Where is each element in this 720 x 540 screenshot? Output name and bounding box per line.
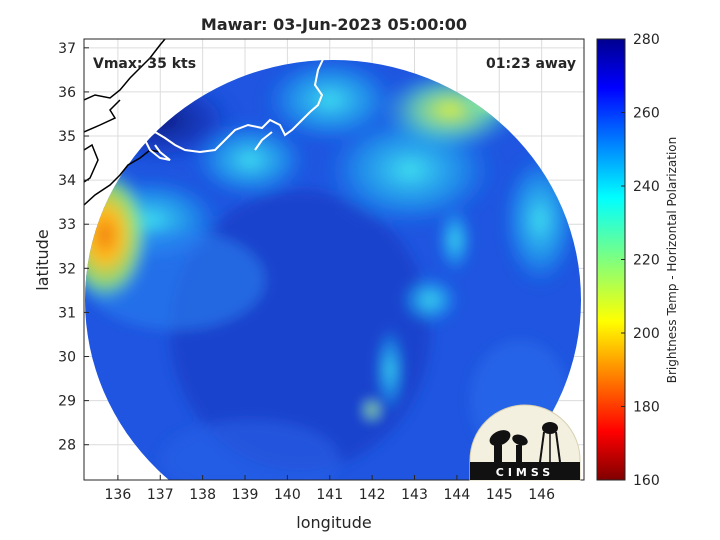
x-tick-label: 141 [316,487,343,503]
colorbar-gradient [596,38,626,481]
x-tick-label: 146 [528,487,555,503]
x-axis: 136 137 138 139 140 141 142 143 144 145 146 [105,475,555,503]
colorbar: 160 180 200 220 240 260 280 Brightness Temp - … [596,32,679,489]
y-axis: 28 29 30 31 32 33 34 35 36 37 [58,41,89,454]
y-tick-label: 32 [58,261,76,277]
cimss-logo: CIMSS [469,404,581,481]
y-tick-label: 35 [58,129,76,145]
x-tick-label: 145 [486,487,513,503]
x-tick-label: 143 [401,487,428,503]
logo-text: CIMSS [496,466,554,479]
coastline [84,39,166,206]
y-axis-label: latitude [33,229,52,290]
y-tick-label: 37 [58,41,76,57]
colorbar-tick-label: 260 [633,106,660,122]
y-tick-label: 30 [58,350,76,366]
colorbar-tick-label: 240 [633,179,660,195]
x-tick-label: 139 [232,487,259,503]
y-tick-label: 29 [58,394,76,410]
axes-frame [83,38,585,481]
colorbar-tick-label: 220 [633,253,660,269]
colorbar-tick-label: 280 [633,32,660,48]
chart-title: Mawar: 03-Jun-2023 05:00:00 [201,15,467,34]
x-tick-label: 137 [147,487,174,503]
x-tick-label: 136 [105,487,132,503]
x-axis-label: longitude [296,513,371,532]
y-tick-label: 34 [58,173,76,189]
x-tick-label: 144 [444,487,471,503]
time-away-annotation: 01:23 away [486,56,576,72]
x-tick-label: 142 [359,487,386,503]
satellite-dish-icon [512,434,528,446]
colorbar-ticks: 160 180 200 220 240 260 280 [621,32,660,489]
water-tower-icon [542,422,558,434]
vmax-annotation: Vmax: 35 kts [93,56,196,72]
colorbar-tick-label: 180 [633,400,660,416]
colorbar-tick-label: 200 [633,326,660,342]
x-tick-label: 138 [189,487,216,503]
colorbar-tick-label: 160 [633,473,660,489]
satellite-dish-icon [489,430,511,446]
y-tick-label: 28 [58,438,76,454]
coastline-swath [144,54,326,161]
x-tick-label: 140 [274,487,301,503]
y-tick-label: 33 [58,217,76,233]
colorbar-label: Brightness Temp - Horizontal Polarizatio… [665,137,679,384]
y-tick-label: 36 [58,85,76,101]
y-tick-label: 31 [58,305,76,321]
